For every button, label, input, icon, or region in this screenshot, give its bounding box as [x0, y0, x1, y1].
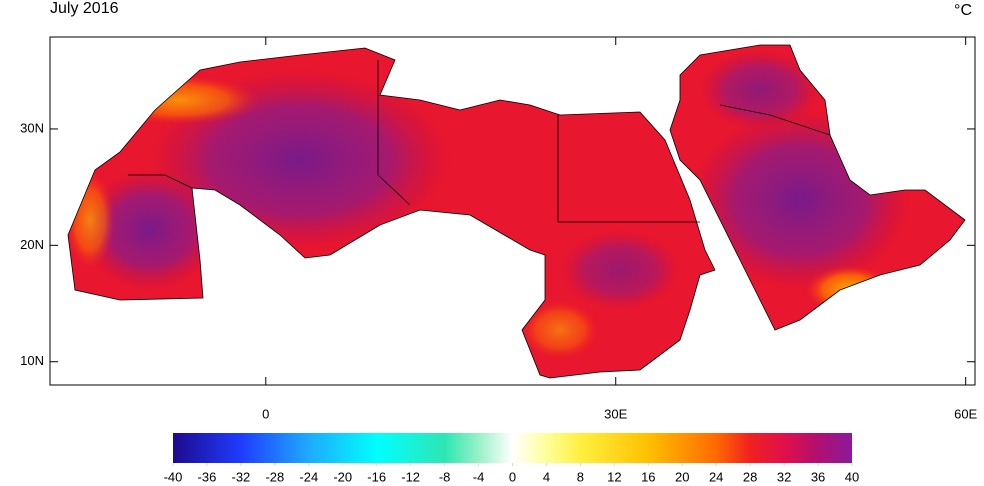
colorbar	[173, 433, 852, 463]
colorbar-label: 40	[845, 469, 859, 484]
colorbar-label: -24	[299, 469, 318, 484]
colorbar-label: -16	[367, 469, 386, 484]
colorbar-label: -20	[333, 469, 352, 484]
colorbar-label: -12	[401, 469, 420, 484]
colorbar-label: 28	[743, 469, 757, 484]
colorbar-label: 16	[641, 469, 655, 484]
colorbar-label: 20	[675, 469, 689, 484]
borders	[67, 44, 966, 379]
x-tick-label: 30E	[604, 406, 627, 421]
colorbar-label: -36	[198, 469, 217, 484]
colorbar-label: 0	[509, 469, 516, 484]
colorbar-label: 12	[607, 469, 621, 484]
colorbar-label: 4	[543, 469, 550, 484]
colorbar-label: 36	[811, 469, 825, 484]
temperature-field	[68, 45, 965, 378]
colorbar-label: -8	[439, 469, 451, 484]
y-tick-label: 20N	[20, 237, 44, 252]
colorbar-label: 24	[709, 469, 723, 484]
colorbar-label: 32	[777, 469, 791, 484]
x-tick-label: 0	[262, 406, 269, 421]
map-frame	[49, 36, 976, 386]
colorbar-label: -28	[265, 469, 284, 484]
y-tick-label: 10N	[20, 353, 44, 368]
colorbar-label: -32	[232, 469, 251, 484]
map-title: July 2016	[50, 0, 119, 17]
colorbar-label: -4	[473, 469, 485, 484]
x-tick-label: 60E	[954, 406, 977, 421]
colorbar-label: 8	[577, 469, 584, 484]
y-tick-label: 30N	[20, 120, 44, 135]
units-label: °C	[954, 2, 972, 19]
colorbar-label: -40	[164, 469, 183, 484]
